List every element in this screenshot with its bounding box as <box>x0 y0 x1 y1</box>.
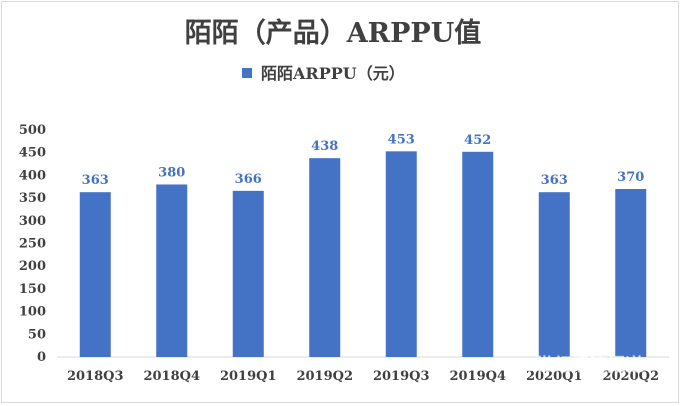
data-bar <box>232 190 264 357</box>
legend: 陌陌ARPPU（元） <box>242 64 405 83</box>
watermark-main: 21世纪经济报道 <box>510 354 643 376</box>
x-category-label: 2020Q2 <box>602 369 659 384</box>
data-label: 366 <box>235 172 262 187</box>
y-tick-label: 300 <box>19 214 46 229</box>
watermark: 21世纪经济报道 21ST CENTURY BUSINESS HERALD <box>509 354 646 390</box>
plot-area: 0 50 100 150 200 250 300 350 400 450 500 363 2018Q3 3… <box>19 123 669 384</box>
x-category-label: 2020Q1 <box>526 369 583 384</box>
y-tick-label: 450 <box>19 146 46 161</box>
x-category-label: 2019Q2 <box>296 369 353 384</box>
y-tick-label: 200 <box>19 259 46 274</box>
legend-swatch <box>242 68 252 78</box>
data-label: 452 <box>464 133 491 148</box>
x-category-label: 2019Q3 <box>373 369 430 384</box>
data-label: 453 <box>388 132 415 147</box>
y-tick-label: 500 <box>19 123 46 138</box>
data-bar <box>309 158 341 357</box>
watermark-sub: 21ST CENTURY BUSINESS HERALD <box>509 381 646 390</box>
data-label: 363 <box>541 173 568 188</box>
x-category-label: 2018Q3 <box>67 369 124 384</box>
data-bar <box>538 192 570 357</box>
data-label: 370 <box>617 170 644 185</box>
data-bar <box>79 192 111 357</box>
y-tick-label: 250 <box>19 237 46 252</box>
data-bar <box>385 151 417 357</box>
x-category-label: 2019Q1 <box>220 369 277 384</box>
data-bar <box>156 184 188 357</box>
data-label: 363 <box>82 173 109 188</box>
legend-label: 陌陌ARPPU（元） <box>261 64 405 83</box>
data-label: 438 <box>311 139 338 154</box>
data-label: 380 <box>158 165 185 180</box>
y-tick-label: 400 <box>19 168 46 183</box>
y-tick-label: 0 <box>37 350 46 365</box>
y-tick-label: 100 <box>19 305 46 320</box>
data-bar <box>615 189 647 357</box>
x-category-label: 2019Q4 <box>449 369 506 384</box>
x-category-label: 2018Q4 <box>143 369 200 384</box>
y-tick-label: 350 <box>19 191 46 206</box>
data-bar <box>462 151 494 357</box>
chart-title: 陌陌（产品）ARPPU值 <box>185 18 482 49</box>
y-tick-label: 50 <box>28 327 46 342</box>
y-tick-label: 150 <box>19 282 46 297</box>
